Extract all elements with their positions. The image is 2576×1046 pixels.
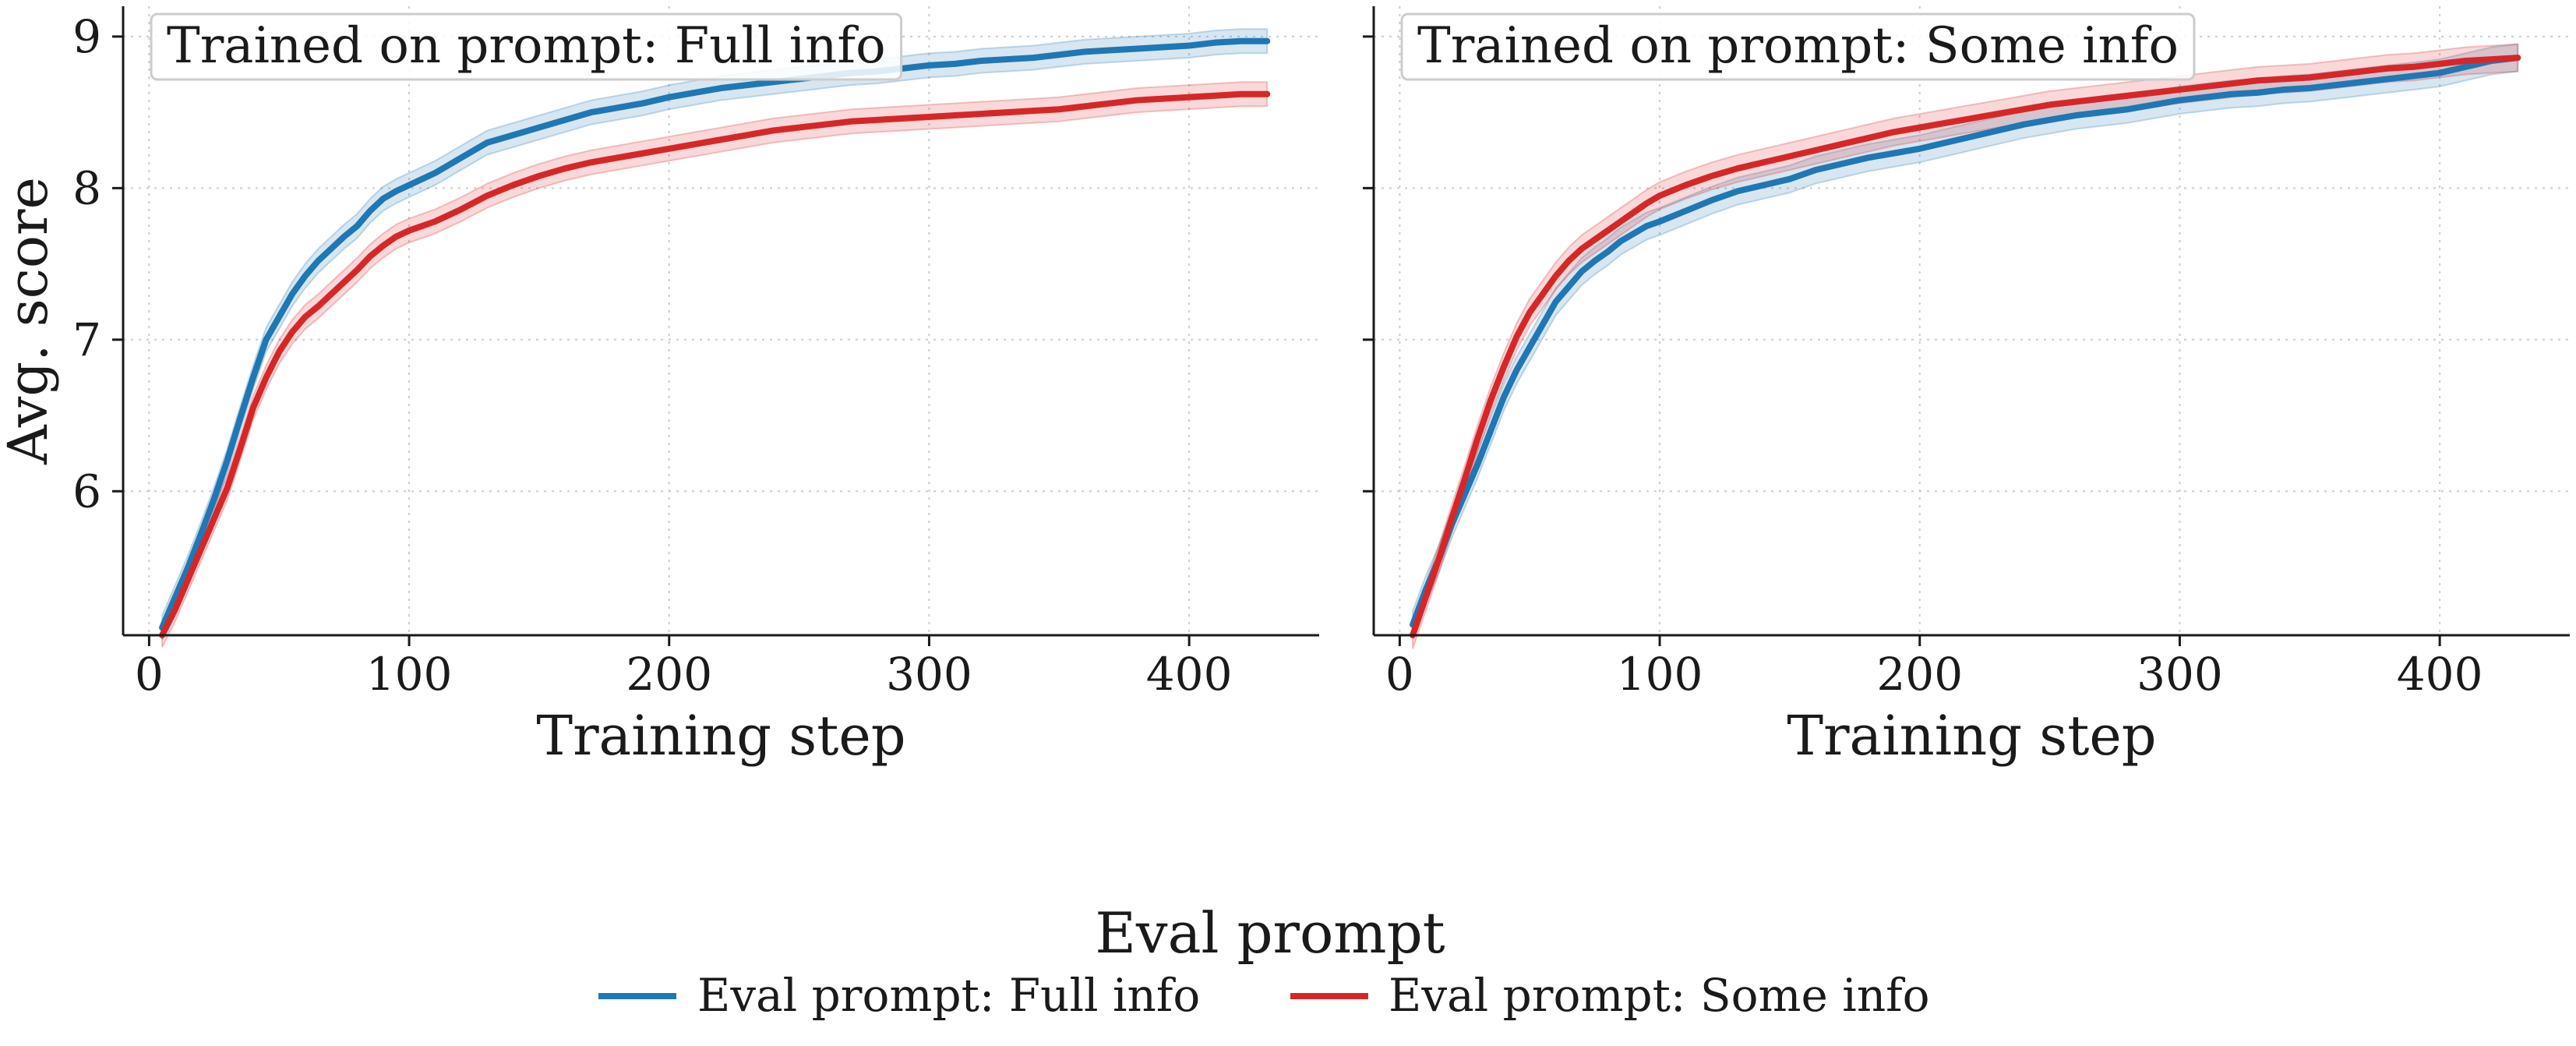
band-eval-prompt-full-info bbox=[161, 28, 1269, 641]
series-line-eval-prompt-some-info bbox=[159, 90, 1271, 638]
legend-title: Eval prompt bbox=[1095, 900, 1445, 966]
y-axis-label: Avg. score bbox=[0, 177, 60, 465]
y-tick-label: 7 bbox=[72, 313, 101, 366]
series-line-eval-prompt-full-info bbox=[159, 37, 1271, 631]
panel-title-frame bbox=[1400, 12, 2196, 81]
x-tick-label: 0 bbox=[1385, 648, 1414, 701]
x-tick-label: 200 bbox=[626, 648, 712, 701]
band-eval-prompt-some-info bbox=[161, 81, 1269, 648]
panel-title: Trained on prompt: Some info bbox=[1417, 17, 2179, 75]
x-axis-label: Training step bbox=[1787, 704, 2156, 768]
series-line-eval-prompt-some-info bbox=[1410, 55, 2521, 638]
y-tick-label: 9 bbox=[72, 10, 101, 63]
legend-label-some-info: Eval prompt: Some info bbox=[1389, 969, 1930, 1022]
legend-item-full-info: Eval prompt: Full info bbox=[598, 969, 1200, 1022]
x-axis-label: Training step bbox=[536, 704, 905, 768]
legend-label-full-info: Eval prompt: Full info bbox=[697, 969, 1200, 1022]
series-line-eval-prompt-full-info bbox=[1410, 55, 2521, 628]
x-tick-label: 100 bbox=[1617, 648, 1703, 701]
legend: Eval prompt Eval prompt: Full info Eval … bbox=[598, 900, 1930, 1022]
panel-title: Trained on prompt: Full info bbox=[167, 17, 886, 75]
y-tick-label: 8 bbox=[72, 161, 101, 214]
x-tick-label: 300 bbox=[886, 648, 972, 701]
right-panel: 0 100 200 300 400 Training step Trained on pro… bbox=[1363, 6, 2570, 768]
x-tick-label: 400 bbox=[1146, 648, 1233, 701]
y-tick-label: 6 bbox=[72, 465, 101, 518]
band-eval-prompt-full-info bbox=[1412, 43, 2519, 639]
x-tick-label: 200 bbox=[1876, 648, 1963, 701]
legend-item-some-info: Eval prompt: Some info bbox=[1290, 969, 1930, 1022]
left-panel: 0 100 200 300 400 6 7 8 9 Training step Avg. score… bbox=[0, 6, 1319, 768]
x-tick-label: 0 bbox=[135, 648, 164, 701]
x-tick-label: 100 bbox=[366, 648, 453, 701]
band-eval-prompt-some-info bbox=[1412, 43, 2519, 649]
panel-title-box: Trained on prompt: Full info bbox=[150, 12, 903, 81]
panel-title-box: Trained on prompt: Some info bbox=[1400, 12, 2196, 81]
panel-title-frame bbox=[150, 12, 903, 81]
x-tick-label: 400 bbox=[2397, 648, 2483, 701]
x-tick-label: 300 bbox=[2137, 648, 2223, 701]
